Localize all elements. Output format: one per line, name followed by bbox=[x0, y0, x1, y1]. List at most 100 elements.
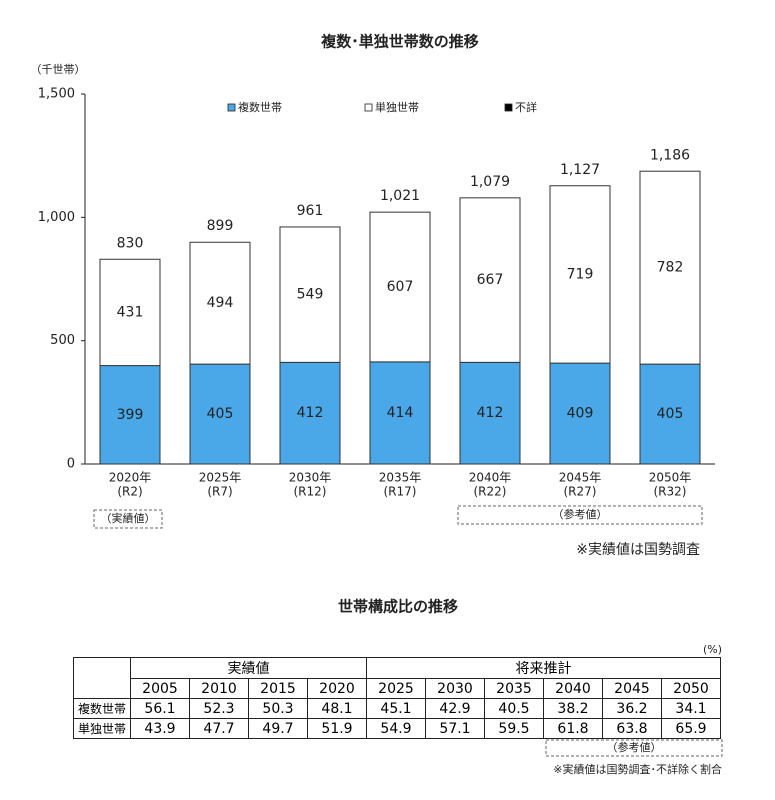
table-cell: 2020 bbox=[307, 678, 367, 699]
bar-segment bbox=[369, 211, 431, 363]
table-row: 単独世帯 43.9 47.7 49.7 51.9 54.9 57.1 59.5 61.8 63.8… bbox=[73, 718, 721, 739]
x-tick-label: (R7) bbox=[207, 485, 232, 499]
table-cell: 34.1 bbox=[661, 698, 721, 719]
data-label: 405 bbox=[657, 406, 684, 422]
table-cell: 2045 bbox=[602, 678, 662, 699]
annotation-box bbox=[93, 509, 163, 529]
legend-label: 複数世帯 bbox=[238, 100, 282, 114]
x-tick-label: (R27) bbox=[564, 485, 597, 499]
y-tick-label: 1,000 bbox=[38, 210, 75, 225]
y-tick-label: 0 bbox=[67, 457, 75, 472]
x-tick-label: (R32) bbox=[654, 485, 687, 499]
note-box bbox=[545, 739, 723, 757]
total-label: 1,186 bbox=[650, 147, 690, 163]
total-label: 1,079 bbox=[470, 174, 510, 190]
table-cell: 38.2 bbox=[543, 698, 603, 719]
table-cell: 61.8 bbox=[543, 718, 603, 739]
table-cell: 2040 bbox=[543, 678, 603, 699]
legend-label: 不詳 bbox=[515, 100, 537, 114]
table-cell: 65.9 bbox=[661, 718, 721, 739]
legend-swatch bbox=[364, 103, 373, 112]
table-cell: 59.5 bbox=[484, 718, 544, 739]
data-label: 405 bbox=[207, 406, 234, 422]
data-label: 409 bbox=[567, 406, 594, 422]
table-cell: 複数世帯 bbox=[73, 698, 131, 719]
x-tick-label: 2045年 bbox=[559, 471, 602, 485]
table-note: ※実績値は国勢調査･不詳除く割合 bbox=[553, 762, 722, 776]
table-cell: 54.9 bbox=[366, 718, 426, 739]
legend-label: 単独世帯 bbox=[375, 100, 419, 114]
table-cell: 48.1 bbox=[307, 698, 367, 719]
x-tick-label: (R22) bbox=[474, 485, 507, 499]
composition-table: 実績値 将来推計 2005 2010 2015 2020 2025 2030 2035 2040 2… bbox=[73, 657, 721, 739]
bar-segment bbox=[279, 226, 341, 363]
bar-segment bbox=[369, 361, 431, 465]
data-label: 607 bbox=[387, 279, 414, 295]
table-cell: 51.9 bbox=[307, 718, 367, 739]
table-cell: 2015 bbox=[248, 678, 308, 699]
bar-segment bbox=[459, 361, 521, 465]
table-cell: 2050 bbox=[661, 678, 721, 699]
table-row: 実績値 将来推計 bbox=[73, 657, 721, 699]
total-label: 1,127 bbox=[560, 162, 600, 178]
table-note: （参考値） bbox=[607, 740, 662, 754]
bar-segment bbox=[549, 362, 611, 465]
x-tick-label: (R17) bbox=[384, 485, 417, 499]
table-cell: 43.9 bbox=[130, 718, 190, 739]
data-label: 399 bbox=[117, 407, 144, 423]
data-label: 667 bbox=[477, 272, 504, 288]
table-cell: 45.1 bbox=[366, 698, 426, 719]
x-tick-label: (R12) bbox=[294, 485, 327, 499]
table-cell bbox=[73, 657, 131, 699]
legend-swatch bbox=[227, 103, 236, 112]
table-cell: 2035 bbox=[484, 678, 544, 699]
bar-segment bbox=[99, 365, 161, 465]
bar-segment bbox=[99, 258, 161, 367]
total-label: 830 bbox=[117, 235, 144, 251]
data-label: 719 bbox=[567, 266, 594, 282]
table-cell: 2005 bbox=[130, 678, 190, 699]
x-tick-label: (R2) bbox=[117, 485, 142, 499]
table-row: 2005 2010 2015 2020 2025 2030 2035 2040 2045 2050 bbox=[74, 678, 721, 699]
annotation: （実績値） bbox=[101, 511, 156, 525]
table-cell: 47.7 bbox=[189, 718, 249, 739]
table-cell: 42.9 bbox=[425, 698, 485, 719]
y-tick-label: 1,500 bbox=[38, 87, 75, 102]
total-label: 899 bbox=[207, 218, 234, 234]
table-cell: 2010 bbox=[189, 678, 249, 699]
total-label: 1,021 bbox=[380, 188, 420, 204]
bar-segment bbox=[279, 361, 341, 465]
table-cell: 56.1 bbox=[130, 698, 190, 719]
bar-segment bbox=[639, 363, 701, 465]
table-cell: 実績値 bbox=[130, 657, 367, 679]
data-label: 782 bbox=[657, 260, 684, 276]
table-cell: 63.8 bbox=[602, 718, 662, 739]
data-label: 412 bbox=[477, 405, 504, 421]
table-unit: (%) bbox=[703, 643, 722, 656]
data-label: 431 bbox=[117, 304, 144, 320]
chart-title: 複数･単独世帯数の推移 bbox=[320, 33, 479, 51]
table-cell: 49.7 bbox=[248, 718, 308, 739]
y-tick-label: 500 bbox=[50, 333, 75, 348]
table-cell: 単独世帯 bbox=[73, 718, 131, 739]
data-label: 549 bbox=[297, 287, 324, 303]
x-tick-label: 2030年 bbox=[289, 471, 332, 485]
data-label: 494 bbox=[207, 295, 234, 311]
bar-segment bbox=[459, 197, 521, 363]
table-cell: 2030 bbox=[425, 678, 485, 699]
table-cell: 50.3 bbox=[248, 698, 308, 719]
table-row: 複数世帯 56.1 52.3 50.3 48.1 45.1 42.9 40.5 38.2 36.2… bbox=[73, 698, 721, 719]
data-label: 412 bbox=[297, 405, 324, 421]
table-cell: 57.1 bbox=[425, 718, 485, 739]
table-cell: 2025 bbox=[366, 678, 426, 699]
table-cell: 52.3 bbox=[189, 698, 249, 719]
bar-segment bbox=[549, 185, 611, 364]
x-tick-label: 2040年 bbox=[469, 471, 512, 485]
table-cell: 将来推計 bbox=[366, 657, 721, 679]
annotation: ※実績値は国勢調査 bbox=[576, 542, 700, 558]
bar-segment bbox=[639, 170, 701, 365]
x-tick-label: 2025年 bbox=[199, 471, 242, 485]
legend-swatch bbox=[504, 103, 513, 112]
